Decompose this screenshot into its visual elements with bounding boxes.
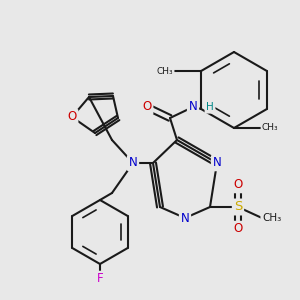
Text: O: O (68, 110, 76, 124)
Text: CH₃: CH₃ (262, 124, 279, 133)
Text: N: N (181, 212, 189, 224)
Text: H: H (206, 102, 214, 112)
Text: S: S (234, 200, 242, 214)
Text: O: O (142, 100, 152, 113)
Text: CH₃: CH₃ (262, 213, 281, 223)
Text: O: O (233, 223, 243, 236)
Text: N: N (129, 157, 137, 169)
Text: F: F (97, 272, 103, 286)
Text: CH₃: CH₃ (157, 67, 173, 76)
Text: N: N (213, 157, 221, 169)
Text: N: N (189, 100, 197, 113)
Text: O: O (233, 178, 243, 191)
